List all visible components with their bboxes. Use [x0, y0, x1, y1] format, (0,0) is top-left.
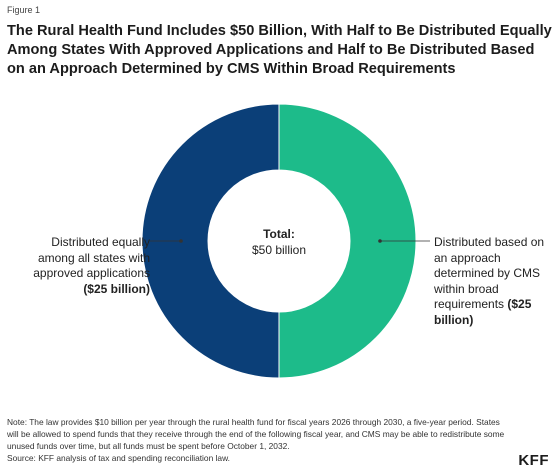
slice-label-right-text: Distributed based on an approach determi…	[434, 235, 545, 311]
slice-label-right-value: ($25 billion)	[434, 297, 532, 327]
leader-dot-left	[179, 239, 183, 243]
leader-dot-right	[378, 239, 382, 243]
slice-label-equal-distribution: Distributed equally among all states wit…	[22, 235, 150, 297]
total-label: Total:	[263, 227, 295, 241]
center-total: Total: $50 billion	[219, 226, 339, 258]
slice-label-left-value: ($25 billion)	[83, 281, 150, 296]
donut-slice-1	[141, 103, 280, 379]
kff-logo: KFF	[518, 452, 549, 469]
donut-slice-0	[278, 103, 417, 379]
slice-label-cms-approach: Distributed based on an approach determi…	[434, 235, 558, 328]
footer: Note: The law provides $10 billion per y…	[7, 416, 507, 464]
slice-label-left-text: Distributed equally among all states wit…	[33, 235, 150, 280]
footer-note: Note: The law provides $10 billion per y…	[7, 417, 505, 451]
chart-title: The Rural Health Fund Includes $50 Billi…	[7, 23, 552, 77]
total-value: $50 billion	[251, 243, 307, 257]
figure-label: Figure 1	[7, 5, 41, 15]
donut-slices	[141, 103, 417, 379]
footer-source: Source: KFF analysis of tax and spending…	[7, 453, 230, 463]
